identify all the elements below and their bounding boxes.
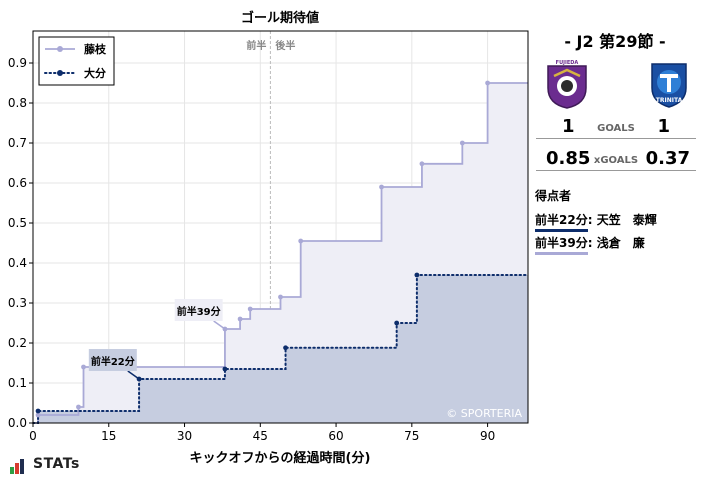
- data-point-series-1: [35, 408, 41, 414]
- x-tick-label: 45: [253, 429, 268, 443]
- y-tick-label: 0.9: [8, 56, 27, 70]
- annotation-label: 前半22分: [91, 355, 135, 368]
- plot-frame: [32, 30, 529, 424]
- area-fill-series-1: [33, 275, 528, 423]
- y-tick-label: 0.7: [8, 136, 27, 150]
- scorer-name: 天笠 泰輝: [596, 213, 657, 227]
- crest-text-oita: TRINITA: [656, 97, 683, 104]
- away-goals: 1: [657, 116, 670, 137]
- x-tick-label: 75: [404, 429, 419, 443]
- area-fills: [33, 83, 528, 423]
- y-tick-label: 0.0: [8, 416, 27, 430]
- scorer-row: 前半39分: 浅倉 廉: [535, 234, 645, 255]
- data-point-series-0: [76, 404, 81, 410]
- watermark: © SPORTERIA: [446, 407, 522, 420]
- x-axis-label: キックオフからの経過時間(分): [190, 450, 371, 466]
- scorer-time: 前半39分: [535, 234, 588, 255]
- data-point-series-1: [394, 320, 400, 326]
- data-point-series-0: [35, 412, 41, 418]
- legend-marker: [57, 70, 63, 76]
- home-goals: 1: [562, 116, 575, 137]
- stats-logo-icon: [10, 458, 30, 474]
- crest-text-fujieda: FUJIEDA: [556, 60, 579, 66]
- y-tick-label: 0.2: [8, 336, 27, 350]
- step-line-series-1: [32, 274, 529, 424]
- y-tick-label: 0.3: [8, 296, 27, 310]
- y-tick-label: 0.5: [8, 216, 27, 230]
- data-point-series-0: [379, 184, 384, 190]
- xg-row: 0.85 xGOALS 0.37: [536, 146, 696, 171]
- y-tick-label: 0.4: [8, 256, 27, 270]
- y-tick-label: 0.6: [8, 176, 27, 190]
- x-tick-label: 15: [101, 429, 116, 443]
- annotation-arrow: [127, 370, 140, 380]
- stats-brand-text: STATs: [33, 456, 80, 472]
- scorer-row: 前半22分: 天笠 泰輝: [535, 211, 657, 232]
- data-point-series-0: [298, 238, 304, 244]
- data-point-series-1: [222, 366, 228, 372]
- legend-label: 大分: [84, 66, 106, 80]
- annotation-box: [174, 299, 223, 321]
- data-point-series-1: [414, 272, 420, 278]
- y-tick-label: 0.1: [8, 376, 27, 390]
- match-panel: - J2 第29節 - FUJIEDA TRINITA 1 GOALS 1 0.…: [530, 26, 707, 266]
- data-point-series-0: [81, 364, 86, 370]
- data-point-series-0: [278, 294, 283, 300]
- scorer-time: 前半22分: [535, 211, 588, 232]
- fujieda-crest-icon: FUJIEDA: [547, 60, 587, 109]
- annotations: 前半22分 前半39分: [88, 299, 226, 380]
- x-tick-label: 30: [177, 429, 192, 443]
- scorer-name: 浅倉 廉: [596, 236, 645, 250]
- y-tick-label: 0.8: [8, 96, 27, 110]
- data-point-series-0: [237, 316, 243, 322]
- data-point-series-0: [419, 161, 425, 167]
- x-tick-label: 60: [328, 429, 343, 443]
- series-points: [35, 80, 490, 418]
- match-title: - J2 第29節 -: [564, 32, 666, 51]
- oita-crest-icon: TRINITA: [651, 63, 687, 108]
- data-point-series-1: [283, 345, 288, 351]
- data-point-series-0: [247, 306, 253, 312]
- legend-marker: [57, 46, 63, 52]
- xg-label: xGOALS: [593, 155, 639, 166]
- goals-row: 1 GOALS 1: [536, 116, 696, 139]
- data-point-series-0: [459, 140, 465, 146]
- annotation-box: [88, 349, 137, 371]
- annotation-arrow: [213, 320, 226, 330]
- away-xg: 0.37: [645, 148, 690, 169]
- chart-title: ゴール期待値: [241, 10, 319, 26]
- scorers-title: 得点者: [535, 189, 572, 203]
- goals-label: GOALS: [597, 123, 635, 134]
- axes: 前半 後半 0 15 30 45 60 75 90 0.0 0.1 0.2 0.3 0.4 0.5 0.6 0.…: [8, 30, 529, 443]
- data-point-series-0: [485, 80, 490, 86]
- x-tick-label: 0: [29, 429, 37, 443]
- legend-box: [38, 36, 115, 86]
- halftime-label-second: 後半: [275, 39, 295, 52]
- annotation-label: 前半39分: [177, 305, 221, 318]
- x-tick-label: 90: [480, 429, 495, 443]
- legend-label: 藤枝: [84, 42, 107, 56]
- home-xg: 0.85: [546, 148, 591, 169]
- halftime-label-first: 前半: [246, 39, 266, 52]
